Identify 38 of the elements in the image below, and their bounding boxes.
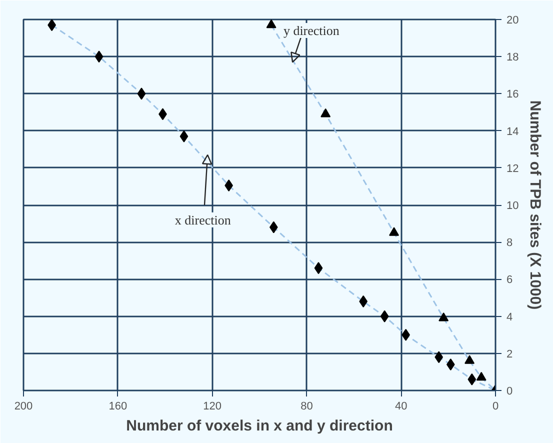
x-tick-label: 160 — [108, 400, 128, 412]
y-axis-title: Number of TPB sites (X 1000) — [526, 100, 544, 310]
point — [464, 355, 475, 364]
point — [48, 20, 56, 32]
point — [314, 262, 323, 274]
y-tick-label: 0 — [506, 386, 513, 398]
y-tick-label: 10 — [506, 200, 519, 212]
x-tick-label: 80 — [300, 400, 313, 412]
point — [94, 50, 104, 63]
annotation: x direction — [174, 212, 232, 228]
point — [359, 295, 368, 308]
x-tick-label: 200 — [14, 400, 33, 412]
x-tick-label: 0 — [492, 400, 499, 412]
point — [320, 108, 331, 118]
point — [476, 372, 486, 381]
point — [434, 351, 444, 364]
point — [438, 312, 449, 322]
point — [468, 373, 476, 386]
y-tick-label: 20 — [506, 14, 519, 26]
point — [446, 358, 455, 371]
point — [137, 88, 146, 100]
y-tick-label: 6 — [506, 274, 513, 286]
point — [389, 227, 400, 236]
x-tick-label: 120 — [203, 400, 222, 412]
y-tick-label: 4 — [506, 311, 513, 324]
y-tick-label: 2 — [506, 348, 513, 360]
y-tick-label: 16 — [506, 88, 519, 101]
x-tick-label: 40 — [394, 400, 408, 412]
point — [380, 310, 389, 322]
y-tick-label: 12 — [506, 162, 519, 175]
y-tick-label: 14 — [506, 126, 519, 138]
y-tick-label: 8 — [506, 237, 513, 250]
x-axis-title: Number of voxels in x and y direction — [126, 418, 393, 434]
point — [180, 130, 188, 142]
y-tick-label: 18 — [506, 52, 519, 64]
point — [266, 20, 276, 28]
annotation: y direction — [283, 23, 340, 38]
point — [269, 221, 278, 234]
